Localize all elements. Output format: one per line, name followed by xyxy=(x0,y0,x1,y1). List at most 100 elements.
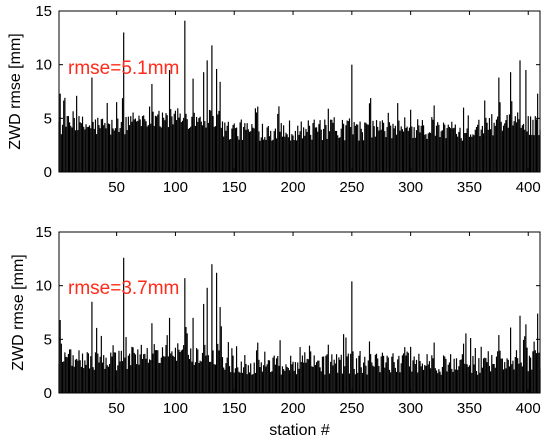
bar xyxy=(378,366,380,393)
bar xyxy=(212,350,214,393)
bar xyxy=(433,342,435,393)
bar xyxy=(205,355,207,393)
bar xyxy=(357,124,359,172)
bar xyxy=(146,348,148,393)
bar xyxy=(176,120,178,172)
bar xyxy=(440,374,442,393)
bar xyxy=(428,361,431,393)
bar xyxy=(371,362,373,393)
bar xyxy=(65,126,67,172)
bar xyxy=(340,354,342,393)
bar xyxy=(365,122,367,172)
bar xyxy=(97,353,99,393)
bar xyxy=(391,356,393,393)
bar xyxy=(99,356,101,393)
bar xyxy=(371,137,373,172)
bar xyxy=(204,121,206,172)
x-tick-label: 350 xyxy=(457,400,482,417)
bar xyxy=(522,123,525,172)
bar xyxy=(387,357,389,393)
bar xyxy=(275,138,278,172)
x-tick-label: 250 xyxy=(339,400,364,417)
bar xyxy=(200,121,202,172)
bar xyxy=(273,131,275,172)
y-axis-label: ZWD rmse [mm] xyxy=(7,33,24,149)
bar xyxy=(353,368,355,393)
bar xyxy=(411,126,413,172)
bars xyxy=(58,20,541,173)
bar xyxy=(323,356,325,393)
bar xyxy=(270,130,272,172)
bar xyxy=(393,362,395,393)
bar xyxy=(351,64,353,172)
bar xyxy=(173,356,175,393)
bar xyxy=(96,134,98,172)
bar xyxy=(227,121,229,172)
bar xyxy=(526,131,528,172)
bar xyxy=(460,138,462,172)
bar xyxy=(450,128,452,172)
bar xyxy=(259,140,261,172)
bar xyxy=(136,121,138,172)
bar xyxy=(201,352,204,393)
bar xyxy=(116,370,118,393)
bar xyxy=(194,362,197,393)
bar xyxy=(167,127,169,172)
bar xyxy=(191,116,193,172)
bar xyxy=(123,32,125,172)
bar xyxy=(422,125,425,172)
bar xyxy=(474,348,476,393)
y-tick-label: 10 xyxy=(35,57,52,74)
plot-frame xyxy=(58,231,541,394)
bar xyxy=(183,345,185,393)
bar xyxy=(147,362,149,393)
bar xyxy=(397,359,399,393)
bar xyxy=(217,343,219,393)
bar xyxy=(478,119,480,172)
bottom-panel: 50 100 150 200 250 300 350 400 0 5 10 15 ZWD rmse [m… xyxy=(10,224,541,439)
bar xyxy=(517,358,519,393)
bar xyxy=(108,363,111,393)
bar xyxy=(274,364,276,393)
bar xyxy=(219,307,221,393)
bar xyxy=(211,45,213,172)
bar xyxy=(114,128,117,172)
bar xyxy=(297,362,299,393)
bar xyxy=(88,125,91,172)
bar xyxy=(67,116,69,172)
bar xyxy=(69,122,71,172)
bar xyxy=(321,140,324,172)
bar xyxy=(330,361,332,393)
bar xyxy=(474,129,476,172)
bar xyxy=(420,125,422,172)
bar xyxy=(308,345,311,393)
bar xyxy=(331,354,333,393)
bar xyxy=(207,122,209,172)
x-tick-label: 50 xyxy=(108,400,125,417)
bar xyxy=(479,372,481,393)
bar xyxy=(241,139,244,172)
bar xyxy=(417,119,419,172)
bar xyxy=(494,367,496,393)
bar xyxy=(228,139,231,172)
bar xyxy=(470,134,472,172)
bar xyxy=(475,370,478,393)
bar xyxy=(358,355,360,393)
bar xyxy=(263,365,265,393)
bar xyxy=(221,357,224,393)
bar xyxy=(445,358,447,393)
bar xyxy=(101,118,104,172)
bar xyxy=(164,120,166,172)
bar xyxy=(488,118,491,172)
x-tick-label: 300 xyxy=(398,400,423,417)
bar xyxy=(442,122,445,172)
bar xyxy=(267,360,269,393)
bar xyxy=(498,77,500,172)
bar xyxy=(399,372,401,393)
bar xyxy=(285,132,287,172)
bar xyxy=(254,372,256,393)
bar xyxy=(166,115,168,172)
bar xyxy=(284,136,286,172)
bar xyxy=(60,343,62,393)
x-tick-label: 50 xyxy=(108,179,125,196)
